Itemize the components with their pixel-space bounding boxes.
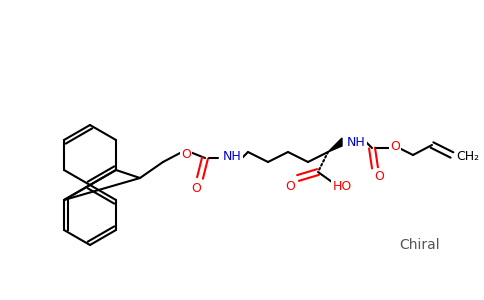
Text: HO: HO bbox=[333, 179, 351, 193]
Text: O: O bbox=[181, 148, 191, 160]
Text: O: O bbox=[374, 169, 384, 182]
Text: CH₂: CH₂ bbox=[456, 151, 480, 164]
Text: O: O bbox=[285, 179, 295, 193]
Text: Chiral: Chiral bbox=[400, 238, 440, 252]
Text: NH: NH bbox=[347, 136, 365, 148]
Polygon shape bbox=[328, 138, 342, 152]
Text: O: O bbox=[191, 182, 201, 194]
Text: NH: NH bbox=[223, 149, 242, 163]
Text: O: O bbox=[390, 140, 400, 152]
